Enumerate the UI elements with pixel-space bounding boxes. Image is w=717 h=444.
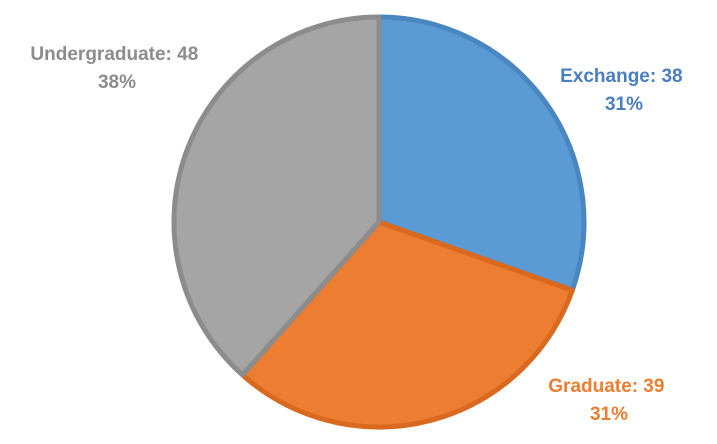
data-label-graduate: Graduate: 39 31%	[548, 376, 669, 425]
data-label-undergraduate-value: Undergraduate: 48	[30, 44, 198, 65]
data-label-exchange: Exchange: 38 31%	[560, 66, 688, 115]
pie-slice-graduate	[239, 219, 575, 430]
pie-slices	[171, 14, 587, 430]
data-label-graduate-percent: 31%	[590, 404, 628, 425]
data-label-exchange-percent: 31%	[605, 94, 643, 115]
data-label-graduate-value: Graduate: 39	[548, 376, 664, 397]
data-label-exchange-value: Exchange: 38	[560, 66, 683, 87]
data-label-undergraduate: Undergraduate: 48 38%	[30, 44, 203, 93]
data-label-undergraduate-percent: 38%	[98, 72, 136, 93]
pie-slice-exchange	[376, 14, 587, 293]
pie-slice-undergraduate	[171, 14, 382, 378]
